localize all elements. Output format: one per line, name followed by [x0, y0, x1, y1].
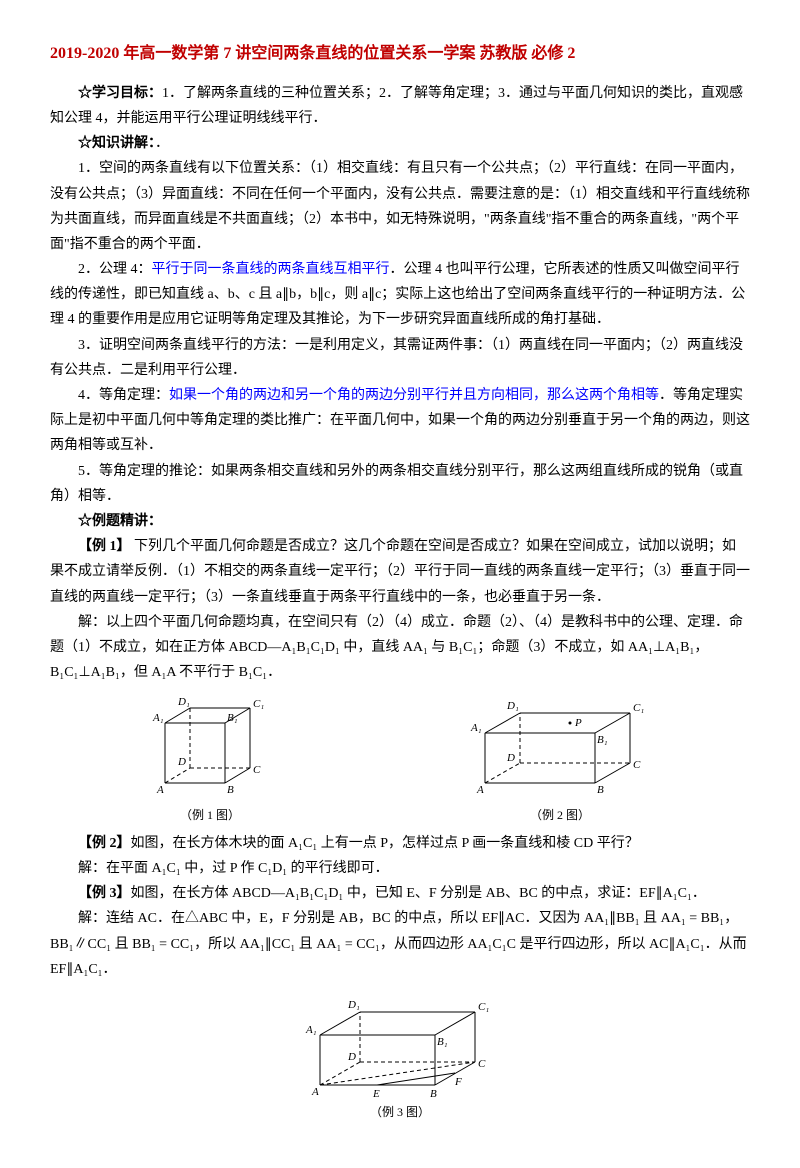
svg-text:B: B	[430, 1088, 437, 1100]
svg-text:D: D	[506, 752, 515, 764]
svg-text:D: D	[347, 1051, 356, 1063]
diag3-caption: （例 3 图）	[300, 1102, 500, 1124]
learning-goals: ☆学习目标：1．了解两条直线的三种位置关系；2．了解等角定理；3．通过与平面几何…	[50, 81, 750, 131]
ex2-line: 【例 2】如图，在长方体木块的面 A₁C₁ 上有一点 P，怎样过点 P 画一条直…	[50, 831, 750, 856]
ex1-line1: 【例 1】 下列几个平面几何命题是否成立？这几个命题在空间是否成立？如果在空间成…	[50, 534, 750, 559]
svg-text:C₁: C₁	[253, 698, 264, 710]
svg-text:A₁: A₁	[305, 1024, 317, 1036]
svg-text:A: A	[311, 1086, 319, 1098]
k1: 1．空间的两条直线有以下位置关系：（1）相交直线：有且只有一个公共点；（2）平行…	[50, 156, 750, 257]
k3: 3．证明空间两条直线平行的方法：一是利用定义，其需证两件事：（1）两直线在同一平…	[50, 333, 750, 383]
ex3-line: 【例 3】如图，在长方体 ABCD—A₁B₁C₁D₁ 中，已知 E、F 分别是 …	[50, 881, 750, 906]
svg-text:B₁: B₁	[227, 712, 238, 724]
svg-text:C₁: C₁	[633, 702, 644, 714]
k2: 2．公理 4：平行于同一条直线的两条直线互相平行．公理 4 也叫平行公理，它所表…	[50, 257, 750, 333]
k4a: 4．等角定理：	[78, 388, 169, 403]
k5: 5．等角定理的推论：如果两条相交直线和另外的两条相交直线分别平行，那么这两组直线…	[50, 459, 750, 509]
svg-text:B: B	[227, 784, 234, 796]
k4b: 如果一个角的两边和另一个角的两边分别平行并且方向相同，那么这两个角相等	[169, 388, 659, 403]
svg-text:B₁: B₁	[597, 734, 608, 746]
svg-text:B₁: B₁	[437, 1036, 448, 1048]
cuboid-3-svg: A B C D A₁ B₁ C₁ D₁ E F	[300, 990, 500, 1100]
k4: 4．等角定理：如果一个角的两边和另一个角的两边分别平行并且方向相同，那么这两个角…	[50, 383, 750, 459]
ex1-a: 解：以上四个平面几何命题均真，在空间只有（2）（4）成立．命题（2）、（4）是教…	[50, 610, 750, 686]
diagram-3: A B C D A₁ B₁ C₁ D₁ E F （例 3 图）	[300, 990, 500, 1124]
diagram-1: A B C D A₁ B₁ C₁ D₁ （例 1 图）	[145, 693, 275, 827]
ex1-q: 下列几个平面几何命题是否成立？这几个命题在空间是否成立？如果在空间成立，试加以说…	[131, 539, 737, 554]
svg-text:A₁: A₁	[152, 712, 164, 724]
ex3-q: 如图，在长方体 ABCD—A₁B₁C₁D₁ 中，已知 E、F 分别是 AB、BC…	[131, 886, 706, 901]
svg-text:E: E	[372, 1088, 380, 1100]
svg-text:C₁: C₁	[478, 1001, 489, 1013]
svg-text:A: A	[156, 784, 164, 796]
ex2-q: 如图，在长方体木块的面 A₁C₁ 上有一点 P，怎样过点 P 画一条直线和棱 C…	[131, 836, 639, 851]
k2b: 平行于同一条直线的两条直线互相平行	[152, 262, 390, 277]
svg-text:A: A	[476, 784, 484, 796]
ex1-label: 【例 1】	[78, 539, 131, 554]
svg-text:C: C	[253, 764, 261, 776]
examples-label: ☆例题精讲：	[78, 514, 162, 529]
knowledge-label: ☆知识讲解：	[78, 136, 155, 151]
ex2-a: 解：在平面 A₁C₁ 中，过 P 作 C₁D₁ 的平行线即可．	[50, 856, 750, 881]
ex3-a: 解：连结 AC．在△ABC 中，E，F 分别是 AB，BC 的中点，所以 EF∥…	[50, 906, 750, 982]
svg-text:D: D	[177, 756, 186, 768]
examples-label-line: ☆例题精讲：	[50, 509, 750, 534]
goals-label: ☆学习目标：	[78, 86, 162, 101]
cube-1-svg: A B C D A₁ B₁ C₁ D₁	[145, 693, 275, 803]
diagram-row-1: A B C D A₁ B₁ C₁ D₁ （例 1 图）	[50, 693, 750, 827]
svg-text:D₁: D₁	[177, 696, 190, 708]
svg-text:P: P	[574, 717, 582, 729]
svg-text:D₁: D₁	[506, 700, 519, 712]
diag1-caption: （例 1 图）	[145, 805, 275, 827]
diag2-caption: （例 2 图）	[465, 805, 655, 827]
svg-text:D₁: D₁	[347, 999, 360, 1011]
svg-text:A₁: A₁	[470, 722, 482, 734]
svg-text:F: F	[454, 1076, 462, 1088]
svg-text:B: B	[597, 784, 604, 796]
ex3-label: 【例 3】	[78, 886, 131, 901]
ex2-label: 【例 2】	[78, 836, 131, 851]
svg-text:C: C	[478, 1058, 486, 1070]
page-title: 2019-2020 年高一数学第 7 讲空间两条直线的位置关系一学案 苏教版 必…	[50, 40, 750, 69]
cuboid-2-svg: A B C D A₁ B₁ C₁ D₁ P	[465, 693, 655, 803]
diagram-row-2: A B C D A₁ B₁ C₁ D₁ E F （例 3 图）	[50, 990, 750, 1124]
ex1-q2: 果不成立请举反例．（1）不相交的两条直线一定平行；（2）平行于同一直线的两条直线…	[50, 559, 750, 609]
diagram-2: A B C D A₁ B₁ C₁ D₁ P （例 2 图）	[465, 693, 655, 827]
svg-text:C: C	[633, 759, 641, 771]
knowledge-label-line: ☆知识讲解：．	[50, 131, 750, 156]
k2a: 2．公理 4：	[78, 262, 152, 277]
